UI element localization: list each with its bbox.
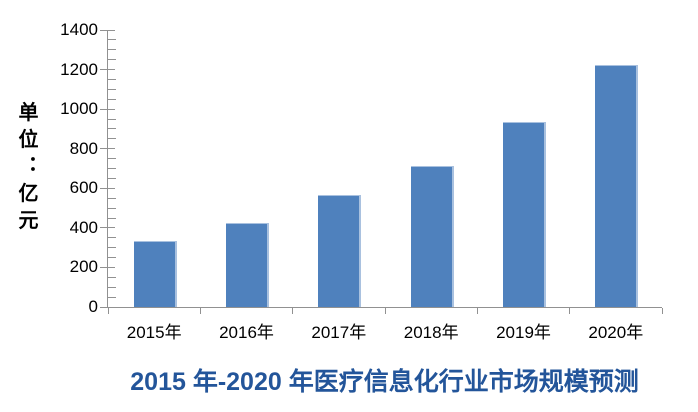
y-minor-tick bbox=[108, 286, 116, 288]
y-minor-tick bbox=[108, 276, 116, 278]
y-major-tick bbox=[100, 108, 115, 110]
y-major-tick bbox=[100, 148, 115, 150]
x-axis-tick bbox=[292, 308, 294, 314]
y-tick-label: 200 bbox=[69, 257, 98, 277]
y-tick-label: 1200 bbox=[60, 59, 98, 79]
y-major-tick bbox=[100, 69, 115, 71]
x-axis-tick bbox=[476, 308, 478, 314]
x-axis-label: 2017年 bbox=[311, 323, 367, 342]
x-axis-tick bbox=[384, 308, 386, 314]
y-tick-label: 1000 bbox=[60, 99, 98, 119]
bar-2015年 bbox=[133, 240, 177, 307]
y-major-tick bbox=[100, 227, 115, 229]
y-minor-tick bbox=[108, 257, 116, 258]
y-tick-label: 400 bbox=[69, 217, 98, 237]
bar-2018年 bbox=[410, 165, 454, 307]
bar-2019年 bbox=[503, 122, 546, 307]
x-axis-tick bbox=[569, 308, 571, 314]
y-major-tick bbox=[100, 187, 115, 189]
x-axis-tick bbox=[661, 308, 663, 314]
y-minor-tick bbox=[108, 118, 116, 120]
y-axis-tick-labels: 0 200 400 600 800 1000 1200 1400 bbox=[28, 20, 98, 316]
y-major-tick bbox=[100, 266, 115, 268]
y-tick-label: 600 bbox=[69, 178, 98, 198]
y-minor-tick bbox=[108, 98, 116, 100]
y-minor-tick bbox=[108, 237, 116, 239]
y-minor-tick bbox=[108, 168, 116, 169]
plot-area bbox=[100, 29, 663, 314]
y-minor-tick bbox=[108, 88, 116, 90]
y-minor-tick bbox=[108, 197, 116, 199]
y-tick-label: 1400 bbox=[60, 20, 98, 39]
y-tick-label: 800 bbox=[69, 138, 98, 158]
y-major-tick bbox=[100, 306, 115, 308]
x-axis-labels: 2015年 2016年 2017年 2018年 2019年 2020年 bbox=[108, 318, 662, 342]
bar-2017年 bbox=[318, 195, 362, 307]
y-major-tick bbox=[100, 29, 115, 31]
y-minor-tick bbox=[108, 79, 116, 80]
y-tick-label: 0 bbox=[88, 297, 98, 316]
x-axis-label: 2019年 bbox=[496, 323, 551, 342]
bar-2020年 bbox=[595, 64, 639, 307]
x-axis-label: 2020年 bbox=[588, 323, 644, 342]
x-axis-tick bbox=[107, 308, 109, 314]
y-minor-tick bbox=[108, 296, 116, 298]
y-minor-tick bbox=[108, 39, 116, 41]
x-axis-label: 2018年 bbox=[403, 323, 459, 342]
y-minor-tick bbox=[108, 158, 116, 160]
bar-2016年 bbox=[226, 222, 269, 307]
y-minor-tick bbox=[108, 128, 116, 130]
y-minor-tick bbox=[108, 138, 116, 140]
y-minor-tick bbox=[108, 247, 116, 249]
y-minor-tick bbox=[108, 177, 116, 179]
x-axis-label: 2016年 bbox=[219, 323, 274, 342]
y-minor-tick bbox=[108, 207, 116, 209]
y-axis-title: 单位：亿元 bbox=[15, 101, 37, 237]
y-minor-tick bbox=[108, 217, 116, 219]
x-axis-label: 2015年 bbox=[126, 323, 182, 342]
y-minor-tick bbox=[108, 49, 116, 51]
x-axis-tick bbox=[199, 308, 201, 314]
y-minor-tick bbox=[108, 59, 116, 61]
chart-title: 2015 年-2020 年医疗信息化行业市场规模预测 bbox=[130, 368, 639, 396]
